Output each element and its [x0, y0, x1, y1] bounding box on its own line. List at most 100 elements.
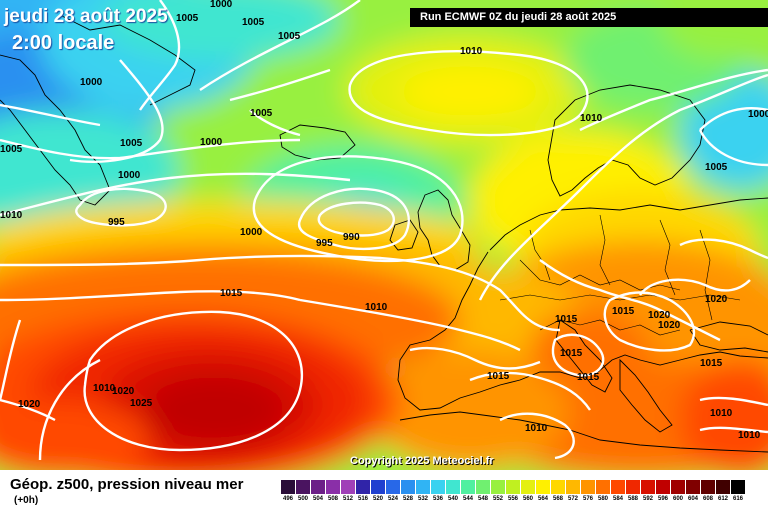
legend-tick-label: 552	[492, 496, 503, 502]
legend-tick-label: 504	[312, 496, 323, 502]
legend-swatch	[491, 480, 505, 494]
isobar-label: 1020	[658, 320, 681, 331]
legend-tick-label: 524	[387, 496, 398, 502]
isobar-label: 1025	[130, 398, 153, 409]
product-title: Géop. z500, pression niveau mer	[10, 476, 244, 493]
legend-tick-label: 548	[477, 496, 488, 502]
legend-swatch	[566, 480, 580, 494]
isobar-label: 1000	[210, 0, 233, 10]
legend-tick-label: 568	[552, 496, 563, 502]
legend-swatch	[701, 480, 715, 494]
legend-swatch	[356, 480, 370, 494]
legend-swatch	[296, 480, 310, 494]
isobar-label: 1000	[118, 170, 141, 181]
legend-tick-label: 596	[657, 496, 668, 502]
legend-tick-label: 536	[432, 496, 443, 502]
isobar-label: 990	[343, 232, 360, 243]
legend-tick-label: 588	[627, 496, 638, 502]
legend-tick-label: 500	[297, 496, 308, 502]
isobar-label: 1010	[365, 302, 388, 313]
legend-swatch	[626, 480, 640, 494]
legend-tick-label: 560	[522, 496, 533, 502]
legend-tick-label: 604	[687, 496, 698, 502]
legend-swatch	[656, 480, 670, 494]
isobar-label: 1010	[93, 383, 116, 394]
legend-swatch	[326, 480, 340, 494]
legend-swatch	[416, 480, 430, 494]
weather-map: 1000 1005 1005 1005 1000 1005 1005 1000 …	[0, 0, 768, 470]
legend-tick-label: 612	[717, 496, 728, 502]
forecast-offset: (+0h)	[14, 495, 39, 506]
legend-swatch	[446, 480, 460, 494]
footer: Géop. z500, pression niveau mer (+0h) 49…	[0, 470, 768, 512]
isobar-label: 1005	[120, 138, 143, 149]
legend-swatch	[431, 480, 445, 494]
isobar-label: 1005	[0, 144, 23, 155]
legend-tick-label: 544	[462, 496, 473, 502]
isobar-label: 1005	[278, 31, 301, 42]
copyright: Copyright 2025 Meteociel.fr	[350, 455, 494, 467]
legend-tick-label: 512	[342, 496, 353, 502]
legend-swatch	[341, 480, 355, 494]
legend-tick-label: 564	[537, 496, 548, 502]
legend-tick-label: 580	[597, 496, 608, 502]
isobar-label: 1015	[560, 348, 583, 359]
legend-swatch	[281, 480, 295, 494]
isobar-label: 1000	[80, 77, 103, 88]
map-svg: 1000 1005 1005 1005 1000 1005 1005 1000 …	[0, 0, 768, 470]
legend-swatch	[641, 480, 655, 494]
legend-swatch	[596, 480, 610, 494]
isobar-label: 1010	[0, 210, 23, 221]
isobar-label: 1020	[112, 386, 135, 397]
legend-tick-label: 496	[282, 496, 293, 502]
legend-swatch	[506, 480, 520, 494]
legend-tick-label: 516	[357, 496, 368, 502]
legend-tick-label: 532	[417, 496, 428, 502]
isobar-label: 1015	[555, 314, 578, 325]
forecast-time: 2:00 locale	[12, 32, 115, 54]
legend-tick-label: 600	[672, 496, 683, 502]
isobar-label: 1010	[460, 46, 483, 57]
legend-tick-label: 556	[507, 496, 518, 502]
legend-swatch	[611, 480, 625, 494]
legend-tick-label: 508	[327, 496, 338, 502]
isobar-label: 1015	[700, 358, 723, 369]
legend-swatch	[311, 480, 325, 494]
isobar-label: 1000	[200, 137, 223, 148]
legend-tick-label: 520	[372, 496, 383, 502]
geopotential-shading	[0, 0, 768, 470]
legend-swatch	[671, 480, 685, 494]
legend-swatch	[521, 480, 535, 494]
legend-swatch	[731, 480, 745, 494]
legend-swatch	[686, 480, 700, 494]
legend-swatch	[476, 480, 490, 494]
legend-tick-label: 540	[447, 496, 458, 502]
legend-tick-label: 528	[402, 496, 413, 502]
isobar-label: 1010	[738, 430, 761, 441]
legend-tick-label: 608	[702, 496, 713, 502]
legend-swatch	[716, 480, 730, 494]
isobar-label: 1010	[525, 423, 548, 434]
run-info: Run ECMWF 0Z du jeudi 28 août 2025	[410, 8, 768, 27]
forecast-date: jeudi 28 août 2025	[4, 6, 168, 27]
legend-swatch	[461, 480, 475, 494]
legend-tick-label: 584	[612, 496, 623, 502]
isobar-label: 1005	[176, 13, 199, 24]
isobar-label: 995	[108, 217, 125, 228]
isobar-label: 1005	[705, 162, 728, 173]
legend-swatch	[581, 480, 595, 494]
isobar-label: 1020	[705, 294, 728, 305]
isobar-label: 1015	[220, 288, 243, 299]
isobar-label: 1000	[240, 227, 263, 238]
isobar-label: 1010	[580, 113, 603, 124]
isobars	[0, 0, 768, 460]
isobar-label: 1015	[487, 371, 510, 382]
isobar-label: 1020	[648, 310, 671, 321]
legend-tick-label: 616	[732, 496, 743, 502]
isobar-label: 995	[316, 238, 333, 249]
legend-swatch	[536, 480, 550, 494]
legend-tick-label: 592	[642, 496, 653, 502]
isobar-label: 1005	[242, 17, 265, 28]
legend-swatch	[401, 480, 415, 494]
legend-tick-label: 576	[582, 496, 593, 502]
